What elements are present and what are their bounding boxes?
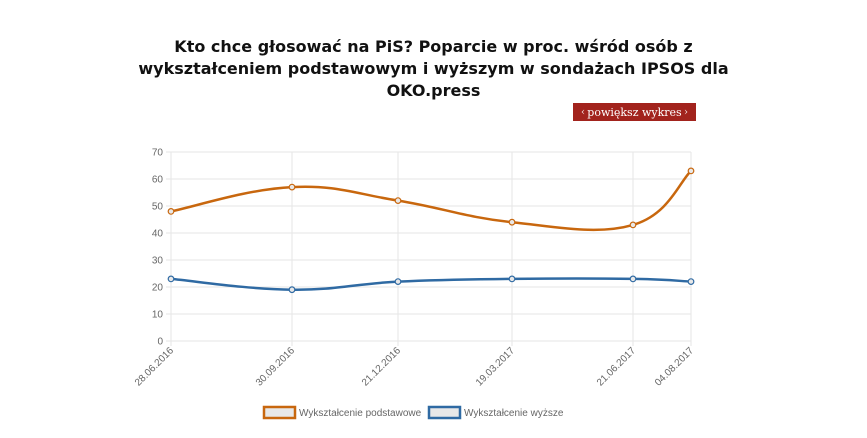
y-tick-label: 40 (152, 229, 164, 240)
x-tick-label: 28.06.2016 (133, 345, 176, 388)
y-tick-label: 60 (152, 175, 164, 186)
x-tick-label: 30.09.2016 (254, 345, 297, 388)
y-tick-label: 50 (152, 202, 164, 213)
y-tick-label: 70 (152, 148, 164, 159)
x-axis-ticks: 28.06.2016 30.09.2016 21.12.2016 19.03.2017… (133, 345, 696, 388)
enlarge-chart-button[interactable]: ‹ powiększ wykres › (573, 103, 696, 121)
series-1-point (167, 207, 175, 215)
grid-lines (166, 151, 692, 346)
legend-item-2[interactable]: Wykształcenie wyższe (427, 405, 564, 420)
series-2-point (288, 286, 296, 294)
legend-label: Wykształcenie wyższe (464, 408, 564, 419)
y-axis-ticks: 0 10 20 30 40 50 60 70 (152, 148, 164, 348)
chevron-right-icon: › (683, 106, 688, 118)
x-tick-label: 21.12.2016 (360, 345, 403, 388)
series-2-point (508, 275, 516, 283)
legend[interactable]: Wykształcenie podstawowe Wykształcenie wy… (262, 405, 564, 420)
y-tick-label: 20 (152, 283, 164, 294)
y-tick-label: 0 (157, 337, 163, 348)
series-1-point (629, 221, 637, 229)
x-tick-label: 21.06.2017 (595, 345, 638, 388)
series-2-point (629, 275, 637, 283)
series-line-2 (170, 277, 692, 291)
legend-swatch (262, 405, 297, 420)
x-tick-label: 04.08.2017 (653, 345, 696, 388)
series-lines (167, 167, 695, 294)
legend-item-1[interactable]: Wykształcenie podstawowe (262, 405, 422, 420)
y-tick-label: 10 (152, 310, 164, 321)
x-tick-label: 19.03.2017 (474, 345, 517, 388)
chevron-left-icon: ‹ (581, 106, 585, 118)
legend-label: Wykształcenie podstawowe (299, 408, 422, 419)
chart-title: Kto chce głosować na PiS? Poparcie w pro… (138, 37, 729, 100)
series-1-point (394, 197, 402, 205)
series-2-point (167, 275, 175, 283)
series-1-point (288, 183, 296, 191)
series-2-point (687, 278, 695, 286)
series-line-1 (170, 169, 692, 232)
series-2-point (394, 278, 402, 286)
y-tick-label: 30 (152, 256, 164, 267)
legend-swatch (427, 405, 462, 420)
series-1-point (508, 218, 516, 226)
series-1-point (687, 167, 695, 175)
enlarge-chart-label: powiększ wykres (587, 105, 682, 119)
